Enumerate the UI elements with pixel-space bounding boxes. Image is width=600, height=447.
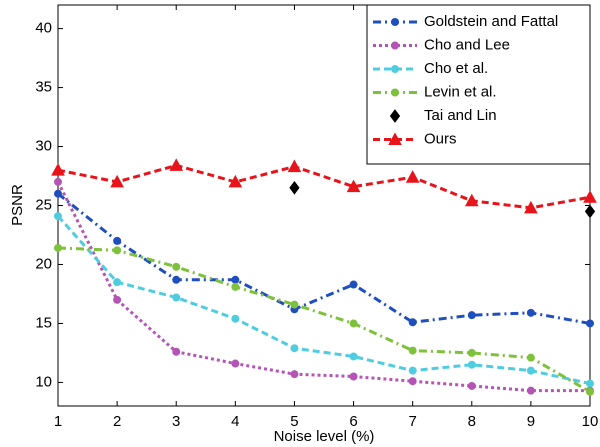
marker <box>113 236 122 245</box>
x-tick-label: 8 <box>468 413 476 430</box>
marker <box>464 193 479 207</box>
series-line <box>56 181 590 393</box>
x-tick-label: 1 <box>54 413 62 430</box>
legend-label: Levin et al. <box>424 83 497 100</box>
marker <box>172 262 181 271</box>
marker <box>172 275 181 284</box>
series-line <box>57 163 591 210</box>
x-tick-label: 9 <box>527 413 535 430</box>
marker <box>349 280 358 289</box>
y-tick-label: 35 <box>35 79 52 96</box>
marker <box>54 212 62 221</box>
marker <box>54 189 62 198</box>
marker <box>231 275 240 284</box>
marker <box>54 177 62 186</box>
y-tick-label: 20 <box>35 255 52 272</box>
marker <box>289 180 300 195</box>
marker <box>408 366 417 375</box>
marker <box>113 295 122 304</box>
legend-marker <box>391 41 399 50</box>
marker <box>584 204 596 219</box>
marker <box>586 319 594 328</box>
marker <box>408 346 417 355</box>
marker <box>349 319 358 328</box>
legend-marker <box>391 65 399 73</box>
marker <box>231 282 240 291</box>
legend-label: Goldstein and Fattal <box>424 13 558 30</box>
x-tick-label: 4 <box>231 413 239 430</box>
legend-marker <box>391 18 399 26</box>
legend-marker <box>388 132 402 145</box>
x-tick-label: 7 <box>408 413 416 430</box>
marker <box>110 174 124 188</box>
marker <box>51 163 65 176</box>
x-tick-label: 3 <box>172 413 180 430</box>
marker <box>467 348 476 357</box>
marker <box>346 179 361 193</box>
series-line <box>56 215 591 386</box>
y-tick-label: 40 <box>35 20 52 37</box>
marker <box>408 318 417 327</box>
marker <box>526 366 535 375</box>
marker <box>290 300 299 309</box>
marker <box>467 360 476 369</box>
legend-label: Ours <box>424 130 457 147</box>
y-tick-label: 25 <box>35 196 52 213</box>
marker <box>290 344 299 353</box>
x-tick-label: 10 <box>582 413 599 430</box>
x-tick-label: 5 <box>290 413 298 430</box>
marker <box>467 381 476 390</box>
legend-marker <box>389 109 401 123</box>
marker <box>231 359 240 368</box>
marker <box>231 314 240 323</box>
series-line <box>57 192 591 325</box>
marker <box>526 386 535 395</box>
legend-label: Tai and Lin <box>424 107 497 124</box>
marker <box>526 308 535 317</box>
marker <box>349 352 358 361</box>
marker <box>54 243 62 252</box>
x-tick-label: 6 <box>349 413 357 430</box>
marker <box>524 200 538 214</box>
marker <box>290 370 299 379</box>
legend-box <box>366 4 591 165</box>
marker <box>526 353 535 362</box>
marker <box>586 387 594 396</box>
marker <box>349 372 358 381</box>
y-tick-label: 10 <box>35 373 52 390</box>
marker <box>172 347 181 356</box>
legend-marker <box>391 88 399 97</box>
x-axis-label: Noise level (%) <box>274 428 375 445</box>
marker <box>405 170 420 183</box>
legend-label: Cho et al. <box>424 60 488 77</box>
marker <box>172 293 181 302</box>
marker <box>113 278 122 287</box>
marker <box>287 159 302 173</box>
marker <box>228 174 243 188</box>
y-axis-label: PSNR <box>9 184 26 226</box>
marker <box>169 158 184 171</box>
marker <box>583 190 597 203</box>
x-tick-label: 2 <box>113 413 121 430</box>
legend-label: Cho and Lee <box>424 36 510 53</box>
y-tick-label: 30 <box>35 137 52 154</box>
series-line <box>57 246 591 394</box>
y-tick-label: 15 <box>35 314 52 331</box>
marker <box>586 379 594 388</box>
marker <box>467 311 476 320</box>
marker <box>113 246 122 255</box>
marker <box>408 377 417 386</box>
